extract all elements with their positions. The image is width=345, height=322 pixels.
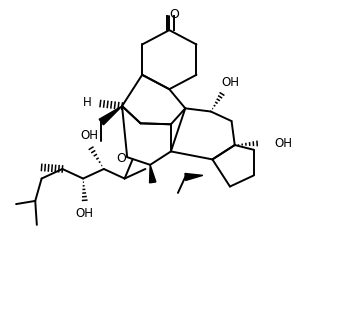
Text: O: O — [169, 8, 179, 21]
Text: OH: OH — [275, 137, 293, 150]
Text: OH: OH — [221, 76, 239, 89]
Text: O: O — [117, 152, 126, 165]
Text: OH: OH — [80, 129, 99, 142]
Polygon shape — [185, 174, 203, 180]
Polygon shape — [99, 106, 122, 125]
Text: H: H — [83, 96, 92, 109]
Text: OH: OH — [76, 207, 94, 220]
Polygon shape — [149, 165, 156, 183]
